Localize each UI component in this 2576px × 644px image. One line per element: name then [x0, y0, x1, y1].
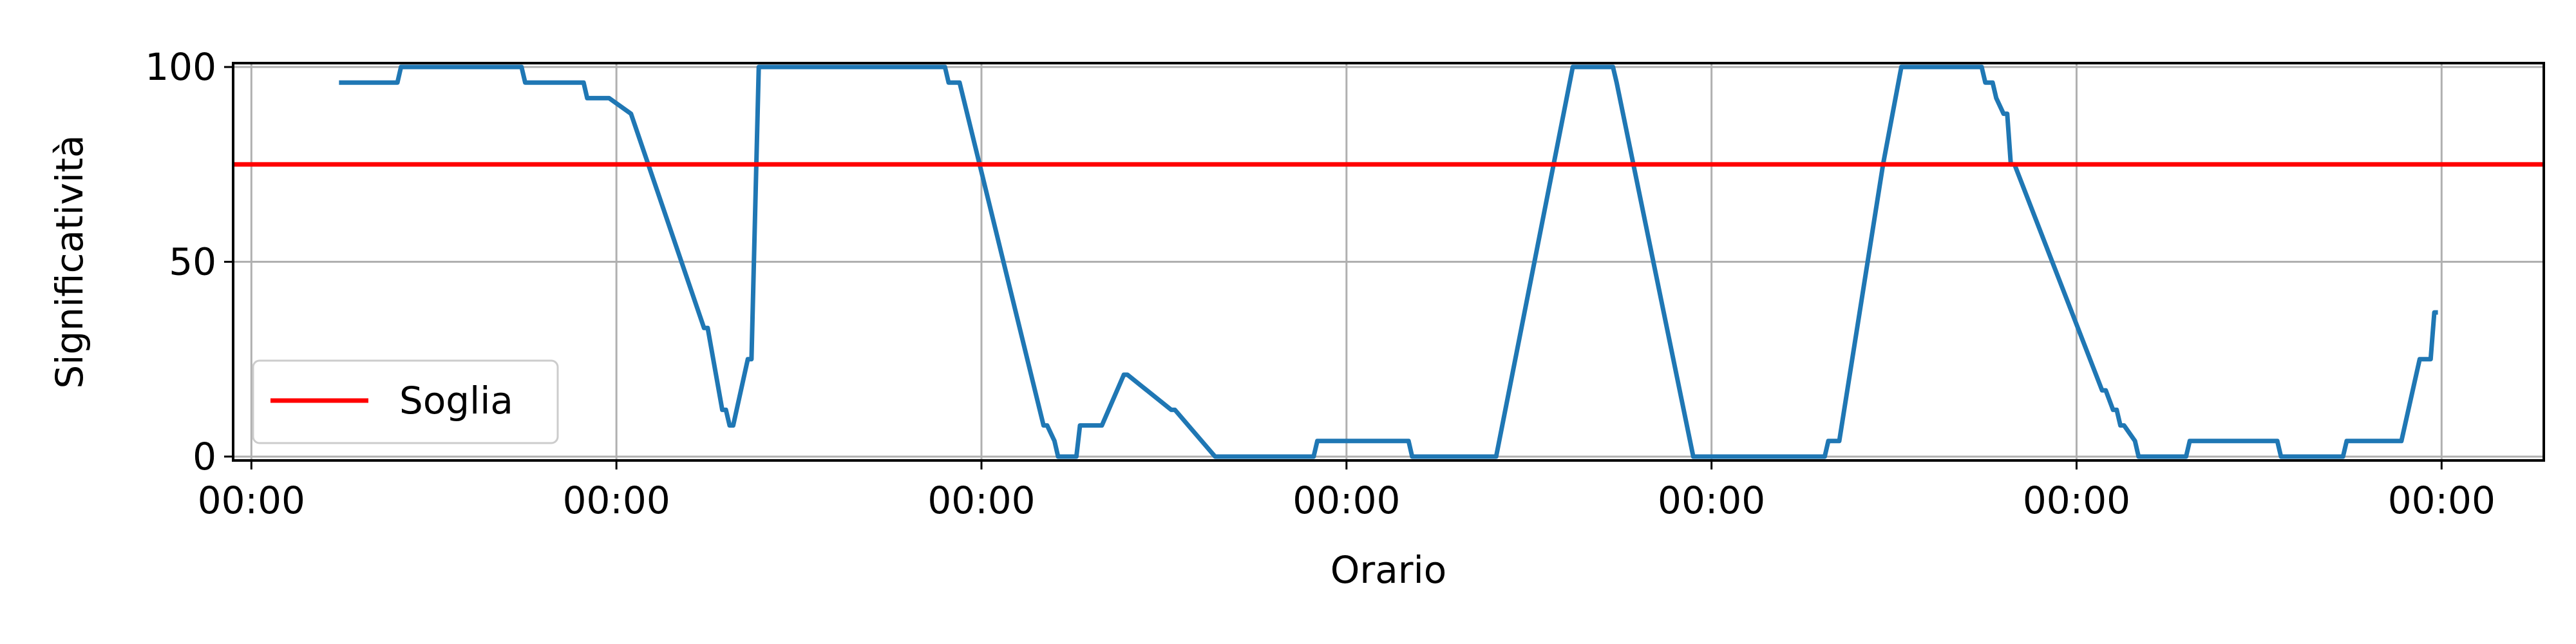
series-layer	[233, 64, 2544, 459]
legend: Soglia	[252, 359, 559, 444]
series-line-0	[339, 64, 2438, 459]
legend-entry-soglia: Soglia	[399, 379, 513, 422]
x-tick-label-4: 00:00	[1658, 478, 1765, 522]
tick-layer: 00:00 00:00 00:00 00:00 00:00 00:00 00:0005010…	[145, 45, 2496, 522]
x-axis-label: Orario	[1331, 548, 1447, 592]
y-tick-label-0: 0	[193, 435, 216, 478]
x-tick-label-2: 00:00	[927, 478, 1035, 522]
y-tick-label-2: 100	[145, 45, 216, 89]
x-tick-label-1: 00:00	[563, 478, 670, 522]
x-tick-label-3: 00:00	[1293, 478, 1400, 522]
x-tick-label-5: 00:00	[2023, 478, 2130, 522]
legend-box	[252, 359, 559, 444]
y-axis-label: Significatività	[48, 135, 91, 388]
x-tick-label-6: 00:00	[2388, 478, 2496, 522]
x-tick-label-0: 00:00	[198, 478, 305, 522]
y-tick-label-1: 50	[169, 240, 216, 284]
